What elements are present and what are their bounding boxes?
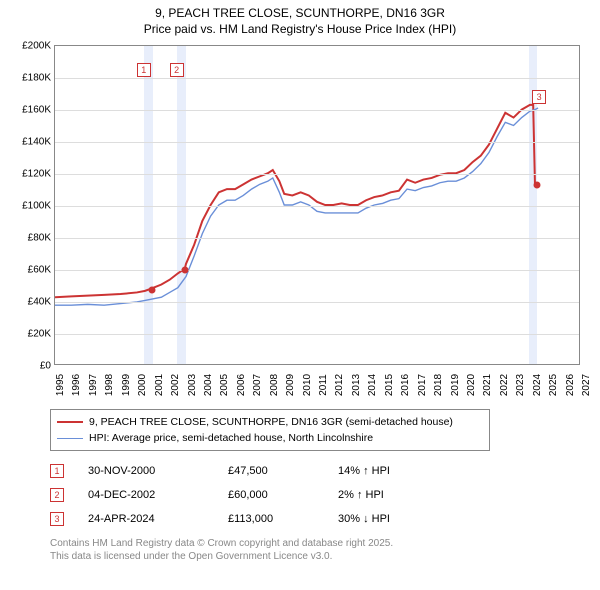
transaction-date: 04-DEC-2002 (88, 489, 228, 501)
xtick-label: 2013 (351, 374, 362, 396)
xtick-label: 2012 (334, 374, 345, 396)
xtick-label: 2024 (532, 374, 543, 396)
series-line (55, 105, 535, 297)
xtick-label: 2008 (269, 374, 280, 396)
xtick-label: 2019 (450, 374, 461, 396)
ytick-label: £60K (13, 265, 51, 276)
gridline (55, 142, 579, 143)
xtick-label: 1997 (88, 374, 99, 396)
chart-marker: 3 (532, 90, 546, 104)
xtick-label: 1998 (104, 374, 115, 396)
ytick-label: £0 (13, 361, 51, 372)
transaction-row: 2 04-DEC-2002£60,0002% ↑ HPI (50, 483, 600, 507)
transaction-date: 30-NOV-2000 (88, 465, 228, 477)
transactions-table: 1 30-NOV-2000£47,50014% ↑ HPI 2 04-DEC-2002… (50, 459, 600, 531)
xtick-label: 1999 (121, 374, 132, 396)
series-dot (533, 182, 540, 189)
xtick-label: 2002 (170, 374, 181, 396)
gridline (55, 270, 579, 271)
gridline (55, 206, 579, 207)
series-dot (148, 287, 155, 294)
title-line2: Price paid vs. HM Land Registry's House … (0, 22, 600, 38)
legend-label: 9, PEACH TREE CLOSE, SCUNTHORPE, DN16 3G… (89, 416, 453, 428)
series-dot (182, 267, 189, 274)
footer-line1: Contains HM Land Registry data © Crown c… (50, 537, 600, 550)
xtick-label: 2007 (252, 374, 263, 396)
ytick-label: £100K (13, 201, 51, 212)
ytick-label: £140K (13, 137, 51, 148)
xtick-label: 2005 (219, 374, 230, 396)
xtick-label: 1996 (71, 374, 82, 396)
xtick-label: 2023 (515, 374, 526, 396)
xtick-label: 2025 (548, 374, 559, 396)
transaction-price: £47,500 (228, 465, 338, 477)
legend: 9, PEACH TREE CLOSE, SCUNTHORPE, DN16 3G… (50, 409, 490, 451)
transaction-diff: 30% ↓ HPI (338, 513, 448, 525)
gridline (55, 174, 579, 175)
xtick-label: 2017 (417, 374, 428, 396)
chart-area: £0 £20K £40K £60K £80K £100K £120K £140K £160K £1… (10, 37, 590, 407)
ytick-label: £40K (13, 297, 51, 308)
legend-item: 9, PEACH TREE CLOSE, SCUNTHORPE, DN16 3G… (57, 414, 483, 430)
xtick-label: 2020 (466, 374, 477, 396)
gridline (55, 78, 579, 79)
chart-title: 9, PEACH TREE CLOSE, SCUNTHORPE, DN16 3G… (0, 0, 600, 37)
xtick-label: 1995 (55, 374, 66, 396)
transaction-row: 1 30-NOV-2000£47,50014% ↑ HPI (50, 459, 600, 483)
gridline (55, 110, 579, 111)
title-line1: 9, PEACH TREE CLOSE, SCUNTHORPE, DN16 3G… (0, 6, 600, 22)
transaction-diff: 2% ↑ HPI (338, 489, 448, 501)
ytick-label: £180K (13, 73, 51, 84)
xtick-label: 2022 (499, 374, 510, 396)
xtick-label: 2004 (203, 374, 214, 396)
xtick-label: 2021 (482, 374, 493, 396)
xtick-label: 2010 (302, 374, 313, 396)
footer-line2: This data is licensed under the Open Gov… (50, 550, 600, 563)
xtick-label: 2015 (384, 374, 395, 396)
legend-swatch (57, 421, 83, 423)
ytick-label: £80K (13, 233, 51, 244)
xtick-label: 2016 (400, 374, 411, 396)
chart-marker: 2 (170, 63, 184, 77)
gridline (55, 302, 579, 303)
xtick-label: 2018 (433, 374, 444, 396)
xtick-label: 2026 (565, 374, 576, 396)
xtick-label: 2003 (187, 374, 198, 396)
gridline (55, 238, 579, 239)
transaction-diff: 14% ↑ HPI (338, 465, 448, 477)
transaction-price: £60,000 (228, 489, 338, 501)
transaction-price: £113,000 (228, 513, 338, 525)
legend-label: HPI: Average price, semi-detached house,… (89, 432, 373, 444)
xtick-label: 2009 (285, 374, 296, 396)
legend-item: HPI: Average price, semi-detached house,… (57, 430, 483, 446)
xtick-label: 2011 (318, 374, 329, 396)
ytick-label: £200K (13, 41, 51, 52)
xtick-label: 2027 (581, 374, 592, 396)
xtick-label: 2000 (137, 374, 148, 396)
transaction-marker: 3 (50, 512, 64, 526)
legend-swatch (57, 438, 83, 439)
footer: Contains HM Land Registry data © Crown c… (50, 537, 600, 563)
chart-marker: 1 (137, 63, 151, 77)
series-svg (55, 46, 579, 364)
transaction-marker: 2 (50, 488, 64, 502)
ytick-label: £20K (13, 329, 51, 340)
plot: £0£20K£40K£60K£80K£100K£120K£140K£160K£1… (54, 45, 580, 365)
xtick-label: 2014 (367, 374, 378, 396)
transaction-row: 3 24-APR-2024£113,00030% ↓ HPI (50, 507, 600, 531)
transaction-marker: 1 (50, 464, 64, 478)
ytick-label: £160K (13, 105, 51, 116)
gridline (55, 334, 579, 335)
ytick-label: £120K (13, 169, 51, 180)
xtick-label: 2001 (154, 374, 165, 396)
xtick-label: 2006 (236, 374, 247, 396)
transaction-date: 24-APR-2024 (88, 513, 228, 525)
